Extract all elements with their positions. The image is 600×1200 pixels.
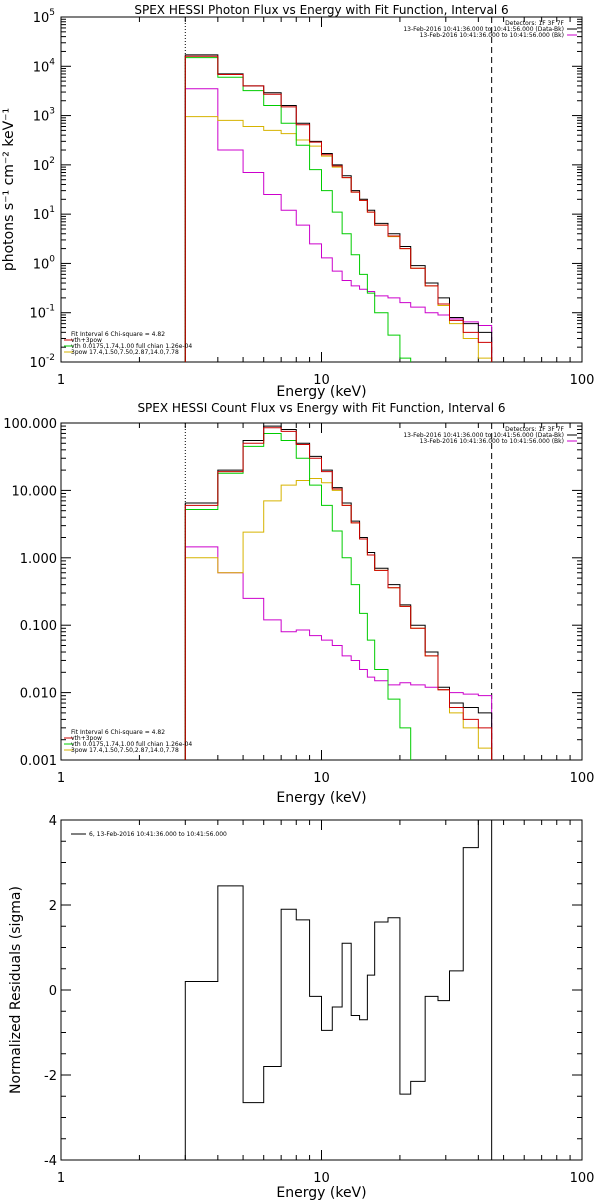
legend-bottom-entry: 3pow 17.4,1.50,7.50,2.87,14.0,7.78 xyxy=(71,747,179,754)
x-axis-label: Energy (keV) xyxy=(276,384,366,400)
chart-panel-3: 1 10 100 Energy (keV) -4 -2 0 2 4 Normalized Resi… xyxy=(8,814,594,1200)
series-line-1 xyxy=(184,820,493,1160)
x-tick-label: 1 xyxy=(57,1171,65,1186)
series-line-2 xyxy=(184,427,493,760)
x-tick-label: 10 xyxy=(313,1171,330,1186)
series-line-2 xyxy=(184,55,493,362)
series-line-3 xyxy=(184,432,493,760)
series-line-3 xyxy=(184,57,493,362)
legend-top-entry: 13-Feb-2016 10:41:36.000 to 10:41:56.000… xyxy=(403,26,564,33)
legend-bottom-entry: vth 0.0175,1.74,1.00 full chian 1.26e-04 xyxy=(71,343,192,350)
series-line-5 xyxy=(184,546,493,760)
y-tick-label: 0 xyxy=(49,984,57,999)
y-axis-label: Normalized Residuals (sigma) xyxy=(8,886,24,1094)
y-tick-label: 103 xyxy=(33,107,55,125)
x-tick-label: 10 xyxy=(313,373,330,388)
x-axis-label: Energy (keV) xyxy=(276,790,366,806)
legend-bottom-entry: Fit Interval 6 Chi-square = 4.82 xyxy=(71,331,165,338)
y-tick-label: 0.010 xyxy=(20,687,57,702)
y-tick-label: 101 xyxy=(33,205,55,223)
legend-bottom-entry: vth 0.0175,1.74,1.00 full chian 1.26e-04 xyxy=(71,741,192,748)
plot-frame xyxy=(60,819,583,1161)
legend-top-entry: 13-Feb-2016 10:41:36.000 to 10:41:56.000… xyxy=(403,432,564,439)
y-tick-label: 10-1 xyxy=(29,304,55,322)
y-tick-label: 0.100 xyxy=(20,619,57,634)
legend-top-entry: Detectors: 1F 3F 7F xyxy=(505,20,564,27)
y-tick-label: 105 xyxy=(33,8,55,26)
x-axis-label: Energy (keV) xyxy=(276,1185,366,1200)
x-tick-label: 1 xyxy=(57,373,65,388)
series-line-1 xyxy=(184,54,493,362)
x-tick-label: 100 xyxy=(570,1171,595,1186)
y-tick-label: 1.000 xyxy=(20,552,57,567)
y-tick-label: 4 xyxy=(49,814,57,829)
y-tick-label: 0.001 xyxy=(20,754,57,769)
legend-bottom-entry: Fit Interval 6 Chi-square = 4.82 xyxy=(71,729,165,736)
y-axis-label: photons s⁻¹ cm⁻² keV⁻¹ xyxy=(1,108,17,271)
legend-bottom-entry: 3pow 17.4,1.50,7.50,2.87,14.0,7.78 xyxy=(71,349,179,356)
chart-title: SPEX HESSI Photon Flux vs Energy with Fi… xyxy=(134,3,508,17)
y-tick-label: -2 xyxy=(44,1069,57,1084)
chart-panel-2: SPEX HESSI Count Flux vs Energy with Fit… xyxy=(3,401,594,806)
y-tick-label: 100 xyxy=(33,254,56,272)
y-tick-label: 100.000 xyxy=(3,417,57,432)
legend-bottom-entry: vth+3pow xyxy=(71,337,102,344)
x-tick-label: 100 xyxy=(570,373,595,388)
series-group xyxy=(184,425,493,760)
x-tick-label: 10 xyxy=(313,771,330,786)
x-tick-label: 1 xyxy=(57,771,65,786)
y-tick-label: 10-2 xyxy=(29,353,55,371)
legend-top-entry: 13-Feb-2016 10:41:36.000 to 10:41:56.000… xyxy=(420,438,564,445)
legend-top-entry: Detectors: 1F 3F 7F xyxy=(505,426,564,433)
series-line-4 xyxy=(184,116,493,362)
chart-title: SPEX HESSI Count Flux vs Energy with Fit… xyxy=(137,401,505,415)
y-tick-label: 104 xyxy=(33,57,56,75)
series-line-4 xyxy=(184,478,493,760)
series-group xyxy=(184,820,493,1160)
series-line-5 xyxy=(184,88,493,362)
y-tick-label: 10.000 xyxy=(12,484,58,499)
y-tick-label: 102 xyxy=(33,156,55,174)
legend-entry: 6, 13-Feb-2016 10:41:36.000 to 10:41:56.… xyxy=(89,831,227,838)
series-line-1 xyxy=(184,425,493,760)
legend-bottom-entry: vth+3pow xyxy=(71,735,102,742)
legend-top-entry: 13-Feb-2016 10:41:36.000 to 10:41:56.000… xyxy=(420,32,564,39)
x-tick-label: 100 xyxy=(570,771,595,786)
series-group xyxy=(184,54,493,362)
y-tick-label: 2 xyxy=(49,899,57,914)
y-tick-label: -4 xyxy=(44,1154,57,1169)
plot-frame xyxy=(60,422,583,761)
chart-panel-1: SPEX HESSI Photon Flux vs Energy with Fi… xyxy=(1,3,594,400)
